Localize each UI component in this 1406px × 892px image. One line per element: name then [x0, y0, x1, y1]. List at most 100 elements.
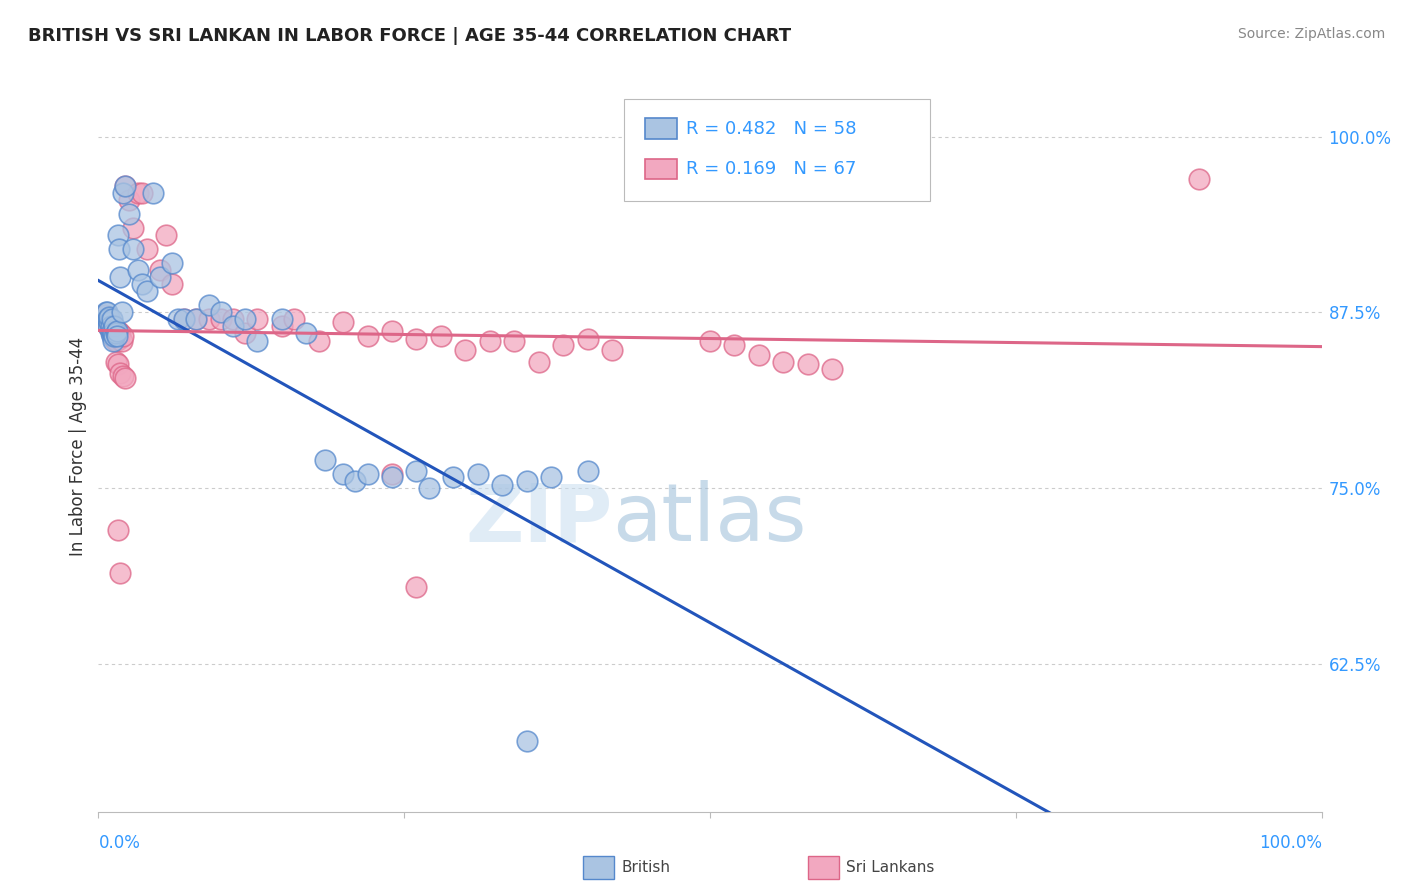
Point — [127, 186, 149, 200]
Point — [405, 580, 427, 594]
Point — [108, 242, 131, 256]
Text: R = 0.169   N = 67: R = 0.169 N = 67 — [686, 160, 856, 178]
Point — [96, 305, 118, 319]
Point — [111, 329, 134, 343]
Point — [173, 312, 195, 326]
Point — [103, 329, 125, 343]
Point — [381, 324, 404, 338]
Point — [430, 329, 453, 343]
Text: Source: ZipAtlas.com: Source: ZipAtlas.com — [1237, 27, 1385, 41]
Point — [197, 298, 219, 312]
Point — [699, 334, 721, 348]
Point — [105, 324, 128, 338]
Point — [103, 319, 125, 334]
Point — [149, 263, 172, 277]
Point — [110, 270, 132, 285]
Point — [515, 734, 537, 748]
Point — [160, 277, 183, 292]
Point — [441, 470, 464, 484]
Point — [97, 319, 120, 334]
Point — [104, 326, 127, 341]
Point — [101, 334, 124, 348]
Point — [94, 312, 117, 326]
Point — [94, 305, 117, 319]
Point — [149, 270, 172, 285]
Point — [314, 453, 336, 467]
Point — [101, 324, 124, 338]
Point — [110, 566, 132, 580]
Point — [491, 478, 513, 492]
Point — [270, 319, 294, 334]
FancyBboxPatch shape — [624, 99, 931, 201]
Point — [110, 326, 132, 341]
Point — [233, 312, 256, 326]
Point — [332, 467, 354, 482]
Point — [503, 334, 526, 348]
Point — [101, 329, 124, 343]
Point — [107, 227, 129, 242]
Point — [540, 470, 562, 484]
Text: 0.0%: 0.0% — [98, 834, 141, 852]
Point — [104, 334, 127, 348]
Y-axis label: In Labor Force | Age 35-44: In Labor Force | Age 35-44 — [69, 336, 87, 556]
Point — [723, 337, 745, 351]
Point — [160, 256, 183, 270]
Point — [136, 285, 159, 299]
Point — [101, 326, 124, 341]
Point — [246, 334, 269, 348]
Point — [283, 312, 305, 326]
Point — [748, 348, 770, 362]
Point — [96, 315, 118, 329]
Point — [101, 319, 124, 334]
Point — [186, 312, 208, 326]
Point — [101, 329, 124, 343]
Point — [107, 324, 129, 338]
Point — [98, 312, 121, 326]
Point — [110, 366, 132, 380]
Point — [797, 358, 820, 372]
Point — [111, 334, 134, 348]
Point — [332, 315, 354, 329]
Point — [308, 334, 330, 348]
Point — [356, 467, 378, 482]
Point — [103, 326, 125, 341]
Point — [186, 312, 208, 326]
Point — [209, 312, 232, 326]
Point — [105, 329, 128, 343]
Point — [93, 312, 115, 326]
Point — [600, 343, 623, 358]
Point — [553, 337, 575, 351]
Point — [270, 312, 294, 326]
Point — [114, 371, 136, 385]
Point — [222, 312, 245, 326]
Point — [454, 343, 477, 358]
Point — [515, 474, 537, 488]
Point — [98, 315, 121, 329]
Point — [104, 354, 127, 368]
Point — [381, 467, 404, 482]
Point — [98, 310, 121, 324]
Point — [222, 319, 245, 334]
Point — [381, 470, 404, 484]
Point — [121, 242, 143, 256]
Point — [111, 305, 134, 319]
Point — [127, 263, 149, 277]
Point — [107, 358, 129, 372]
Text: atlas: atlas — [612, 480, 807, 558]
Point — [107, 524, 129, 538]
Point — [114, 178, 136, 193]
Point — [100, 326, 122, 341]
Point — [356, 329, 378, 343]
Point — [478, 334, 501, 348]
Text: 100.0%: 100.0% — [1258, 834, 1322, 852]
Point — [118, 207, 141, 221]
Point — [405, 332, 427, 346]
Point — [576, 464, 599, 478]
Point — [344, 474, 367, 488]
Point — [121, 221, 143, 235]
Point — [101, 312, 124, 326]
Point — [772, 354, 794, 368]
Point — [821, 361, 844, 376]
Point — [527, 354, 550, 368]
Point — [93, 308, 115, 322]
